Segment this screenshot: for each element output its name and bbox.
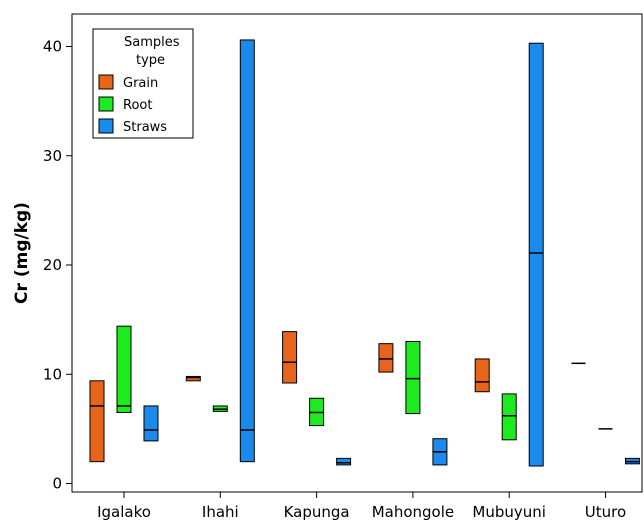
y-tick-label-0: 0	[52, 475, 62, 493]
legend-label-root: Root	[123, 98, 152, 113]
legend-label-grain: Grain	[123, 76, 158, 91]
x-tick-label-mubuyuni: Mubuyuni	[472, 503, 546, 521]
box-straws-mubuyuni	[528, 42, 544, 467]
x-tick-label-kapunga: Kapunga	[284, 503, 350, 521]
box-straws-igalako	[143, 405, 159, 442]
y-axis-title: Cr (mg/kg)	[12, 202, 32, 304]
x-tick-label-uturo: Uturo	[585, 503, 626, 521]
x-tick-label-ihahi: Ihahi	[202, 503, 239, 521]
x-tick-label-mahongole: Mahongole	[372, 503, 454, 521]
box-grain-igalako	[89, 380, 105, 463]
legend-swatch-root	[98, 96, 114, 112]
legend-label-straws: Straws	[123, 120, 167, 135]
box-root-igalako	[116, 325, 132, 413]
y-tick-label-20: 20	[43, 256, 62, 274]
y-tick-label-30: 30	[43, 147, 62, 165]
box-marks	[89, 39, 640, 467]
legend-title-line-2: type	[136, 53, 165, 68]
legend: Samples type Grain Root Straws	[92, 28, 194, 139]
box-straws-kapunga	[336, 457, 352, 466]
y-tick-label-40: 40	[43, 38, 62, 56]
box-grain-ihahi	[185, 375, 201, 382]
box-root-mubuyuni	[501, 393, 517, 441]
x-tick-label-igalako: Igalako	[97, 503, 151, 521]
box-straws-ihahi	[239, 39, 255, 463]
box-root-mahongole	[405, 340, 421, 415]
box-grain-mahongole	[378, 343, 394, 373]
legend-swatch-grain	[98, 74, 114, 90]
axes: 0 10 20 30 40 Igalako Ihahi Kapunga Mahongole Mub…	[43, 38, 626, 521]
legend-title-line-1: Samples	[124, 35, 180, 50]
box-grain-mubuyuni	[474, 358, 490, 393]
y-tick-label-10: 10	[43, 365, 62, 383]
box-grain-kapunga	[282, 331, 298, 384]
legend-swatch-straws	[98, 118, 114, 134]
